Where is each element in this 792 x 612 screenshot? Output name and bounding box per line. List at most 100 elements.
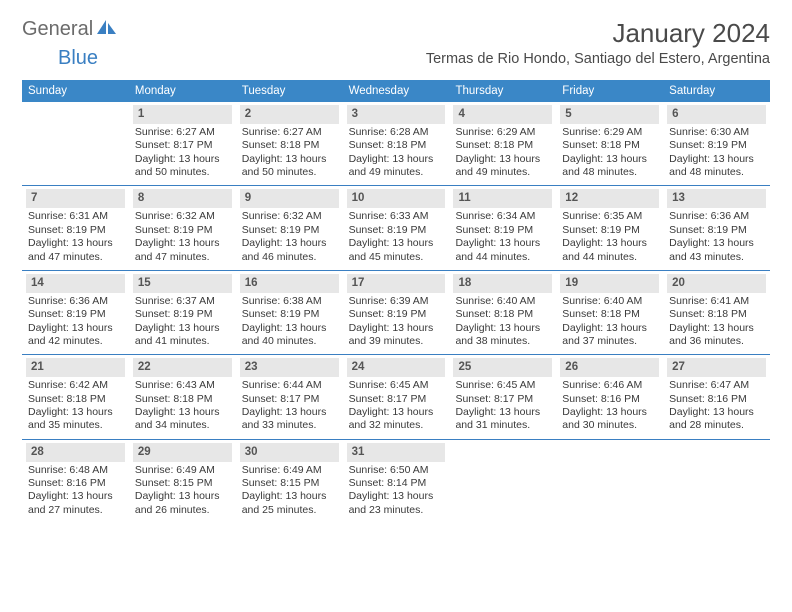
day-details: Sunrise: 6:43 AMSunset: 8:18 PMDaylight:… (133, 377, 232, 433)
sunset-text: Sunset: 8:14 PM (349, 477, 444, 490)
day-details: Sunrise: 6:35 AMSunset: 8:19 PMDaylight:… (560, 208, 659, 264)
sunset-text: Sunset: 8:18 PM (455, 308, 550, 321)
sunset-text: Sunset: 8:18 PM (242, 139, 337, 152)
sunrise-text: Sunrise: 6:37 AM (135, 295, 230, 308)
location-text: Termas de Rio Hondo, Santiago del Estero… (426, 51, 770, 67)
day-cell: 13Sunrise: 6:36 AMSunset: 8:19 PMDayligh… (663, 186, 770, 269)
sunset-text: Sunset: 8:18 PM (562, 308, 657, 321)
day-header: Friday (556, 80, 663, 102)
week-row: 7Sunrise: 6:31 AMSunset: 8:19 PMDaylight… (22, 186, 770, 270)
day-number: 24 (347, 358, 446, 377)
daylight-text: Daylight: 13 hours and 46 minutes. (242, 237, 337, 264)
day-cell: 11Sunrise: 6:34 AMSunset: 8:19 PMDayligh… (449, 186, 556, 269)
day-number (453, 443, 552, 447)
day-details: Sunrise: 6:36 AMSunset: 8:19 PMDaylight:… (667, 208, 766, 264)
sunrise-text: Sunrise: 6:48 AM (28, 464, 123, 477)
day-number: 21 (26, 358, 125, 377)
day-cell: 14Sunrise: 6:36 AMSunset: 8:19 PMDayligh… (22, 271, 129, 354)
daylight-text: Daylight: 13 hours and 41 minutes. (135, 322, 230, 349)
day-details: Sunrise: 6:39 AMSunset: 8:19 PMDaylight:… (347, 293, 446, 349)
sunset-text: Sunset: 8:19 PM (28, 224, 123, 237)
sunrise-text: Sunrise: 6:50 AM (349, 464, 444, 477)
day-details: Sunrise: 6:42 AMSunset: 8:18 PMDaylight:… (26, 377, 125, 433)
sunset-text: Sunset: 8:18 PM (28, 393, 123, 406)
daylight-text: Daylight: 13 hours and 47 minutes. (135, 237, 230, 264)
day-number: 12 (560, 189, 659, 208)
week-row: 21Sunrise: 6:42 AMSunset: 8:18 PMDayligh… (22, 355, 770, 439)
week-row: 28Sunrise: 6:48 AMSunset: 8:16 PMDayligh… (22, 440, 770, 523)
day-cell: 24Sunrise: 6:45 AMSunset: 8:17 PMDayligh… (343, 355, 450, 438)
sunrise-text: Sunrise: 6:32 AM (242, 210, 337, 223)
day-header: Sunday (22, 80, 129, 102)
day-details: Sunrise: 6:44 AMSunset: 8:17 PMDaylight:… (240, 377, 339, 433)
day-number: 25 (453, 358, 552, 377)
sunrise-text: Sunrise: 6:34 AM (455, 210, 550, 223)
day-details: Sunrise: 6:33 AMSunset: 8:19 PMDaylight:… (347, 208, 446, 264)
day-cell: 27Sunrise: 6:47 AMSunset: 8:16 PMDayligh… (663, 355, 770, 438)
day-number: 31 (347, 443, 446, 462)
day-details: Sunrise: 6:32 AMSunset: 8:19 PMDaylight:… (240, 208, 339, 264)
day-cell: 4Sunrise: 6:29 AMSunset: 8:18 PMDaylight… (449, 102, 556, 185)
sunrise-text: Sunrise: 6:29 AM (455, 126, 550, 139)
day-cell: 31Sunrise: 6:50 AMSunset: 8:14 PMDayligh… (343, 440, 450, 523)
sunrise-text: Sunrise: 6:31 AM (28, 210, 123, 223)
sunrise-text: Sunrise: 6:28 AM (349, 126, 444, 139)
day-details: Sunrise: 6:50 AMSunset: 8:14 PMDaylight:… (347, 462, 446, 518)
day-number: 29 (133, 443, 232, 462)
day-header: Saturday (663, 80, 770, 102)
day-details: Sunrise: 6:32 AMSunset: 8:19 PMDaylight:… (133, 208, 232, 264)
sunrise-text: Sunrise: 6:39 AM (349, 295, 444, 308)
day-cell (22, 102, 129, 185)
sunrise-text: Sunrise: 6:27 AM (135, 126, 230, 139)
day-number: 6 (667, 105, 766, 124)
daylight-text: Daylight: 13 hours and 30 minutes. (562, 406, 657, 433)
calendar-grid: Sunday Monday Tuesday Wednesday Thursday… (22, 80, 770, 523)
day-details: Sunrise: 6:49 AMSunset: 8:15 PMDaylight:… (133, 462, 232, 518)
day-number: 5 (560, 105, 659, 124)
day-cell: 26Sunrise: 6:46 AMSunset: 8:16 PMDayligh… (556, 355, 663, 438)
day-cell: 29Sunrise: 6:49 AMSunset: 8:15 PMDayligh… (129, 440, 236, 523)
daylight-text: Daylight: 13 hours and 42 minutes. (28, 322, 123, 349)
day-number: 26 (560, 358, 659, 377)
day-details: Sunrise: 6:30 AMSunset: 8:19 PMDaylight:… (667, 124, 766, 180)
day-number: 15 (133, 274, 232, 293)
daylight-text: Daylight: 13 hours and 31 minutes. (455, 406, 550, 433)
logo-text-general: General (22, 18, 93, 41)
daylight-text: Daylight: 13 hours and 47 minutes. (28, 237, 123, 264)
day-cell (663, 440, 770, 523)
day-number: 27 (667, 358, 766, 377)
sunset-text: Sunset: 8:17 PM (455, 393, 550, 406)
day-details: Sunrise: 6:40 AMSunset: 8:18 PMDaylight:… (453, 293, 552, 349)
day-number: 17 (347, 274, 446, 293)
day-details: Sunrise: 6:27 AMSunset: 8:17 PMDaylight:… (133, 124, 232, 180)
day-number: 28 (26, 443, 125, 462)
week-row: 14Sunrise: 6:36 AMSunset: 8:19 PMDayligh… (22, 271, 770, 355)
daylight-text: Daylight: 13 hours and 26 minutes. (135, 490, 230, 517)
daylight-text: Daylight: 13 hours and 43 minutes. (669, 237, 764, 264)
day-details: Sunrise: 6:34 AMSunset: 8:19 PMDaylight:… (453, 208, 552, 264)
sunset-text: Sunset: 8:18 PM (562, 139, 657, 152)
sunrise-text: Sunrise: 6:46 AM (562, 379, 657, 392)
day-cell: 23Sunrise: 6:44 AMSunset: 8:17 PMDayligh… (236, 355, 343, 438)
daylight-text: Daylight: 13 hours and 44 minutes. (562, 237, 657, 264)
day-details: Sunrise: 6:48 AMSunset: 8:16 PMDaylight:… (26, 462, 125, 518)
day-header: Thursday (449, 80, 556, 102)
sunset-text: Sunset: 8:15 PM (135, 477, 230, 490)
day-number: 19 (560, 274, 659, 293)
day-details: Sunrise: 6:31 AMSunset: 8:19 PMDaylight:… (26, 208, 125, 264)
sunset-text: Sunset: 8:17 PM (349, 393, 444, 406)
daylight-text: Daylight: 13 hours and 28 minutes. (669, 406, 764, 433)
day-cell: 18Sunrise: 6:40 AMSunset: 8:18 PMDayligh… (449, 271, 556, 354)
sunset-text: Sunset: 8:19 PM (349, 308, 444, 321)
day-number: 16 (240, 274, 339, 293)
day-details: Sunrise: 6:29 AMSunset: 8:18 PMDaylight:… (453, 124, 552, 180)
sunrise-text: Sunrise: 6:49 AM (135, 464, 230, 477)
day-cell: 10Sunrise: 6:33 AMSunset: 8:19 PMDayligh… (343, 186, 450, 269)
day-details: Sunrise: 6:45 AMSunset: 8:17 PMDaylight:… (453, 377, 552, 433)
sunrise-text: Sunrise: 6:33 AM (349, 210, 444, 223)
day-cell (449, 440, 556, 523)
day-cell: 21Sunrise: 6:42 AMSunset: 8:18 PMDayligh… (22, 355, 129, 438)
logo-sail-icon (97, 20, 117, 41)
sunset-text: Sunset: 8:19 PM (28, 308, 123, 321)
day-cell: 25Sunrise: 6:45 AMSunset: 8:17 PMDayligh… (449, 355, 556, 438)
